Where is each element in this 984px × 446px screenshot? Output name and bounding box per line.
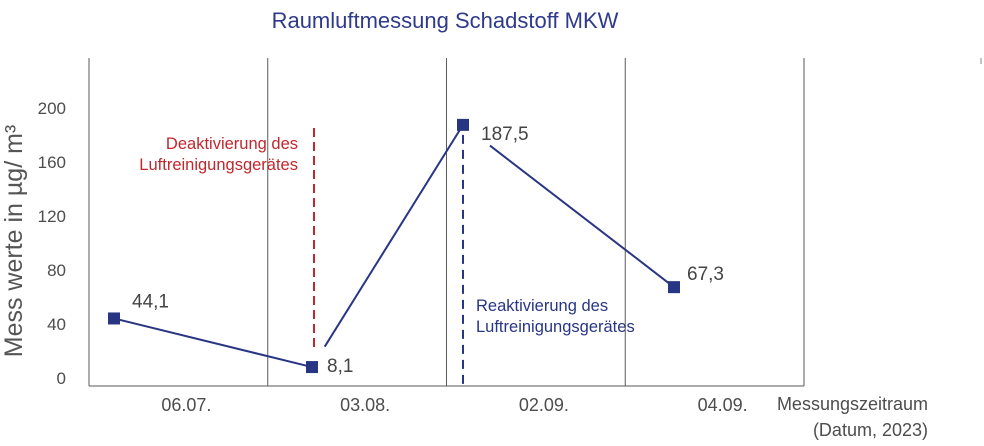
data-point-marker <box>457 118 469 131</box>
series-measurements: 44,1 8,1 187,5 67,3 <box>108 118 724 377</box>
x-tick-label: 02.09. <box>519 395 569 415</box>
x-tick-label: 06.07. <box>161 395 211 415</box>
data-point-marker <box>668 281 680 294</box>
y-tick-label: 40 <box>47 315 66 334</box>
data-label: 44,1 <box>132 291 169 312</box>
y-tick-label: 80 <box>47 261 66 280</box>
y-tick-label: 0 <box>57 369 66 388</box>
chart-title: Raumluftmessung Schadstoff MKW <box>272 8 619 33</box>
x-axis-ticks: 06.07. 03.08. 02.09. 04.09. <box>161 395 747 415</box>
series-line-segment <box>323 127 462 348</box>
data-label: 67,3 <box>687 264 724 285</box>
annotations: Deaktivierung des Luftreinigungsgerätes … <box>139 128 635 386</box>
y-tick-label: 160 <box>38 153 66 172</box>
x-axis-label: Messungszeitraum <box>777 394 928 414</box>
data-point-marker <box>306 361 318 374</box>
data-point-marker <box>108 312 120 325</box>
data-label: 187,5 <box>481 124 529 145</box>
gridlines <box>88 58 805 387</box>
y-tick-label: 200 <box>38 99 66 118</box>
deactivation-annotation-line-2: Luftreinigungsgerätes <box>139 156 298 174</box>
series-line-segment <box>113 317 313 369</box>
reactivation-annotation-line-1: Reaktivierung des <box>476 297 608 315</box>
x-tick-label: 04.09. <box>698 395 748 415</box>
series-line-segment <box>489 144 675 288</box>
y-tick-label: 120 <box>38 207 66 226</box>
y-axis-label: Mess werte in µg/ m³ <box>0 125 28 358</box>
x-tick-label: 03.08. <box>340 395 390 415</box>
x-axis-label-note: (Datum, 2023) <box>813 420 928 440</box>
data-label: 8,1 <box>327 356 353 377</box>
reactivation-annotation-line-2: Luftreinigungsgerätes <box>476 318 635 336</box>
y-axis-ticks: 0 40 80 120 160 200 <box>38 99 66 388</box>
deactivation-annotation-line-1: Deaktivierung des <box>166 135 298 153</box>
